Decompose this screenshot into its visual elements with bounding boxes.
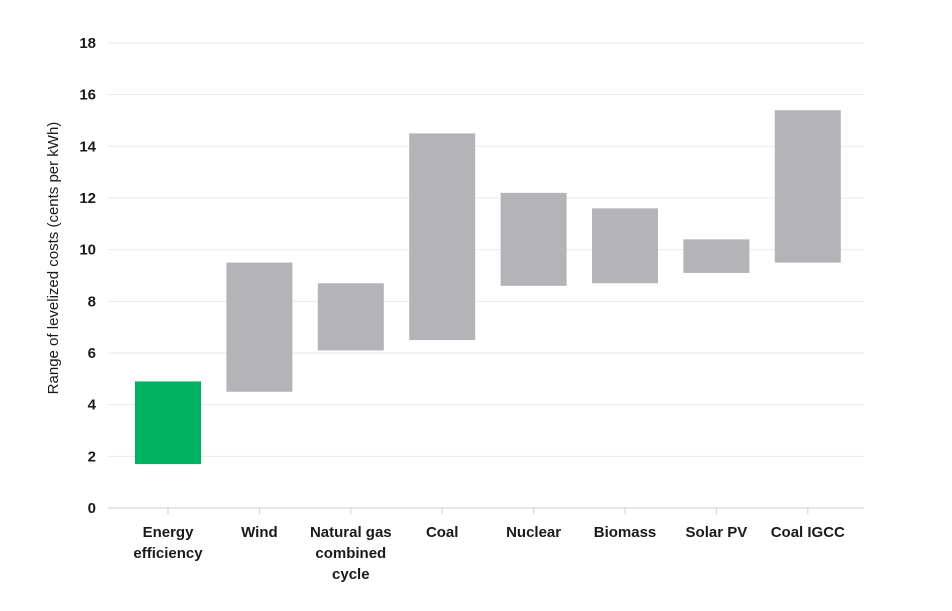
category-label-line: Coal IGCC bbox=[771, 524, 845, 541]
range-bars bbox=[135, 110, 841, 465]
y-tick-label: 4 bbox=[88, 397, 97, 414]
range-bar bbox=[409, 133, 476, 341]
category-label-line: Solar PV bbox=[686, 524, 748, 541]
y-tick-label: 16 bbox=[79, 87, 96, 104]
category-label-line: Natural gas bbox=[310, 524, 392, 541]
category-label: Wind bbox=[241, 524, 278, 541]
range-bar bbox=[500, 192, 567, 286]
range-bar bbox=[135, 381, 201, 465]
y-tick-label: 8 bbox=[88, 293, 96, 310]
range-bar bbox=[774, 110, 841, 263]
y-tick-label: 6 bbox=[88, 345, 96, 362]
y-tick-label: 0 bbox=[88, 500, 96, 517]
x-tick-marks bbox=[167, 508, 809, 514]
y-tick-label: 2 bbox=[88, 448, 96, 465]
y-tick-label: 10 bbox=[79, 242, 96, 259]
category-label: Energy efficiency bbox=[133, 524, 203, 562]
range-bar bbox=[226, 262, 293, 392]
category-label: Solar PV bbox=[686, 524, 748, 541]
category-label: Nuclear bbox=[506, 524, 561, 541]
range-bar bbox=[317, 283, 384, 351]
y-tick-label: 18 bbox=[79, 35, 96, 52]
range-bar bbox=[592, 208, 658, 284]
category-label-line: efficiency bbox=[133, 545, 203, 562]
category-label-line: Nuclear bbox=[506, 524, 561, 541]
y-axis-title: Range of levelized costs (cents per kWh) bbox=[45, 122, 62, 395]
category-label-line: Coal bbox=[426, 524, 459, 541]
category-label: Coal IGCC bbox=[771, 524, 845, 541]
gridlines bbox=[108, 42, 864, 509]
category-label-line: combined bbox=[315, 545, 386, 562]
category-labels: Energy efficiency Wind Natural gas combined c… bbox=[133, 524, 845, 583]
category-label: Coal bbox=[426, 524, 459, 541]
y-tick-labels: 0 2 4 6 8 10 12 14 16 18 bbox=[79, 35, 96, 517]
range-bar bbox=[683, 239, 750, 273]
y-tick-label: 12 bbox=[79, 190, 96, 207]
category-label-line: Wind bbox=[241, 524, 278, 541]
category-label-line: cycle bbox=[332, 566, 370, 583]
y-tick-label: 14 bbox=[79, 138, 96, 155]
category-label-line: Energy bbox=[143, 524, 195, 541]
category-label: Natural gas combined cycle bbox=[310, 524, 392, 583]
category-label-line: Biomass bbox=[594, 524, 657, 541]
category-label: Biomass bbox=[594, 524, 657, 541]
